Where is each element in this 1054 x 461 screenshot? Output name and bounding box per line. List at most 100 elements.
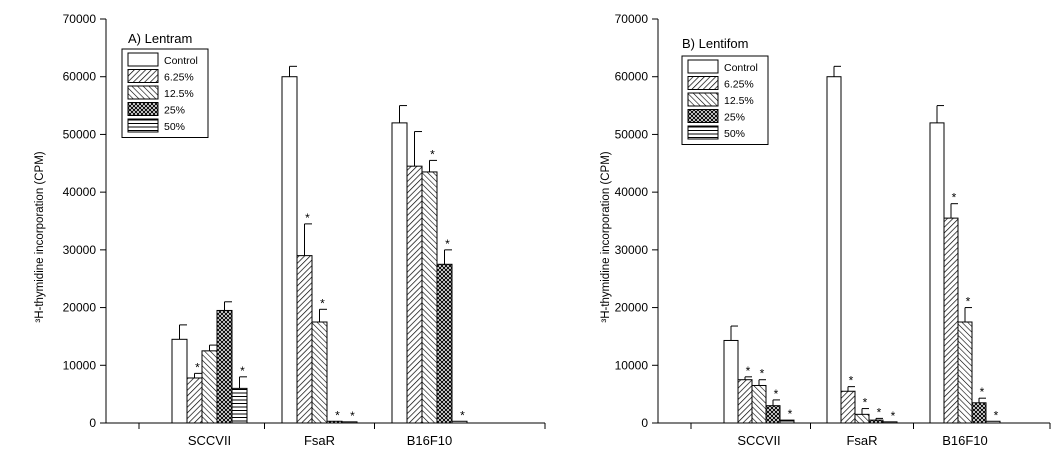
panel-b-bar	[882, 421, 898, 424]
panel-a-bar	[231, 387, 248, 424]
panel-b-y-tick-label: 30000	[615, 243, 649, 257]
panel-b-bar	[779, 419, 795, 424]
panel-a-y-tick-label: 50000	[63, 127, 97, 141]
panel-a-legend-swatch	[127, 118, 159, 133]
panel-a-bar	[436, 263, 453, 424]
panel-a-significance-marker: *	[460, 408, 465, 422]
panel-a-significance-marker: *	[320, 296, 325, 310]
panel-b-legend: Control 6.25% 12.5% 25% 50%	[681, 55, 769, 145]
panel-b-bar	[854, 413, 870, 424]
panel-b-bar	[765, 405, 781, 424]
panel-a-legend-label: 25%	[164, 105, 185, 117]
panel-b-bar	[826, 76, 842, 424]
panel-a-title: A) Lentram	[128, 31, 192, 46]
panel-b-significance-marker: *	[952, 191, 957, 205]
panel-b-category-label: B16F10	[942, 433, 988, 448]
panel-b: ³H-thymidine incorporation (CPM) 0 10000 2…	[600, 12, 1051, 448]
panel-a-y-tick-label: 10000	[63, 358, 97, 372]
panel-a-bar	[311, 321, 328, 424]
panel-b-bar	[723, 339, 739, 424]
panel-b-axes: 0 10000 20000 30000 40000 50000 60000 70000 SCCV…	[615, 12, 1051, 448]
panel-a-legend-label: Control	[164, 55, 198, 67]
panel-b-significance-marker: *	[891, 409, 896, 423]
panel-a-y-tick-label: 40000	[63, 185, 97, 199]
panel-a-bar	[296, 255, 313, 424]
panel-b-y-tick-label: 20000	[615, 301, 649, 315]
panel-a-legend-swatch	[127, 69, 159, 83]
panel-a-significance-marker: *	[240, 364, 245, 378]
panel-b-category-label: FsaR	[846, 433, 877, 448]
panel-a-y-tick-label: 0	[89, 416, 96, 430]
panel-b-bar	[840, 390, 856, 424]
panel-b-legend-label: 50%	[724, 128, 745, 140]
panel-b-significance-marker: *	[994, 408, 999, 422]
panel-b-significance-marker: *	[966, 295, 971, 309]
panel-a-category-label: FsaR	[304, 433, 335, 448]
panel-b-significance-marker: *	[863, 396, 868, 410]
panel-b-y-tick-label: 40000	[615, 185, 649, 199]
panel-b-bar	[985, 420, 1001, 424]
panel-b-significance-marker: *	[774, 387, 779, 401]
panel-a-y-tick-label: 70000	[63, 12, 97, 26]
panel-b-y-tick-label: 50000	[615, 127, 649, 141]
panel-a-bar	[341, 421, 358, 424]
panel-b-legend-swatch	[687, 76, 719, 90]
panel-a-y-tick-label: 30000	[63, 243, 97, 257]
panel-b-y-tick-label: 70000	[615, 12, 649, 26]
panel-b-y-tick-label: 0	[641, 416, 648, 430]
panel-b-y-axis-label: ³H-thymidine incorporation (CPM)	[600, 151, 612, 322]
panel-b-legend-swatch	[687, 125, 719, 140]
panel-b-significance-marker: *	[788, 407, 793, 421]
panel-b-significance-marker: *	[760, 367, 765, 381]
panel-a-bar	[391, 122, 408, 424]
panel-b-legend-swatch	[687, 109, 719, 123]
panel-b-y-tick-label: 10000	[615, 358, 649, 372]
panel-b-bar	[929, 122, 945, 424]
panel-b-bar	[751, 384, 767, 424]
panel-b-legend-label: 6.25%	[724, 79, 754, 91]
panel-b-significance-marker: *	[746, 364, 751, 378]
panel-a-category-label: SCCVII	[188, 433, 231, 448]
panel-a-y-tick-label: 20000	[63, 301, 97, 315]
panel-b-bar	[943, 217, 959, 424]
panel-a-legend-label: 6.25%	[164, 72, 194, 84]
panel-a-significance-marker: *	[430, 147, 435, 161]
panel-a-category-label: B16F10	[407, 433, 453, 448]
panel-a-bar	[421, 171, 438, 424]
panel-b-legend-label: Control	[724, 62, 758, 74]
panel-b-title: B) Lentifom	[682, 36, 748, 51]
panel-b-legend-label: 25%	[724, 112, 745, 124]
panel-b-category-label: SCCVII	[737, 433, 780, 448]
panel-b-bar	[971, 402, 987, 424]
panel-a-legend-label: 12.5%	[164, 88, 194, 100]
panel-b-bar	[868, 419, 884, 424]
panel-a-bar	[281, 76, 298, 424]
panel-a-significance-marker: *	[445, 237, 450, 251]
panel-a-axes: 0 10000 20000 30000 40000 50000 60000 70000 SCCV…	[63, 12, 546, 448]
panel-a-legend-label: 50%	[164, 121, 185, 133]
panel-a-bar	[201, 350, 218, 424]
panel-b-bars: * * * * * * * * * * * *	[723, 65, 1001, 424]
panel-b-y-tick-label: 60000	[615, 70, 649, 84]
panel-b-bar	[957, 321, 973, 424]
panel-a-bars: * * * * * * * * *	[171, 65, 468, 424]
panel-b-legend-swatch	[687, 59, 719, 74]
panel-b-significance-marker: *	[877, 405, 882, 419]
panel-a-bar	[451, 420, 468, 424]
panel-a-y-tick-label: 60000	[63, 70, 97, 84]
panel-a-significance-marker: *	[195, 360, 200, 374]
panel-b-y-axis-title: ³H-thymidine incorporation (CPM)	[600, 151, 612, 322]
panel-a-significance-marker: *	[335, 408, 340, 422]
panel-b-significance-marker: *	[980, 385, 985, 399]
panel-a-y-axis-title: ³H-thymidine incorporation (CPM)	[34, 151, 46, 322]
panel-a-bar	[171, 338, 188, 424]
panel-b-bar	[737, 379, 753, 424]
panel-b-legend-swatch	[687, 92, 719, 107]
panel-a-legend: Control 6.25% 12.5% 25% 50%	[121, 48, 209, 138]
panel-b-significance-marker: *	[849, 374, 854, 388]
panel-a: ³H-thymidine incorporation (CPM) 0 10000 2…	[34, 12, 546, 448]
panel-a-bar	[406, 165, 423, 424]
panel-a-y-axis-label: ³H-thymidine incorporation (CPM)	[34, 151, 46, 322]
panel-a-significance-marker: *	[350, 409, 355, 423]
